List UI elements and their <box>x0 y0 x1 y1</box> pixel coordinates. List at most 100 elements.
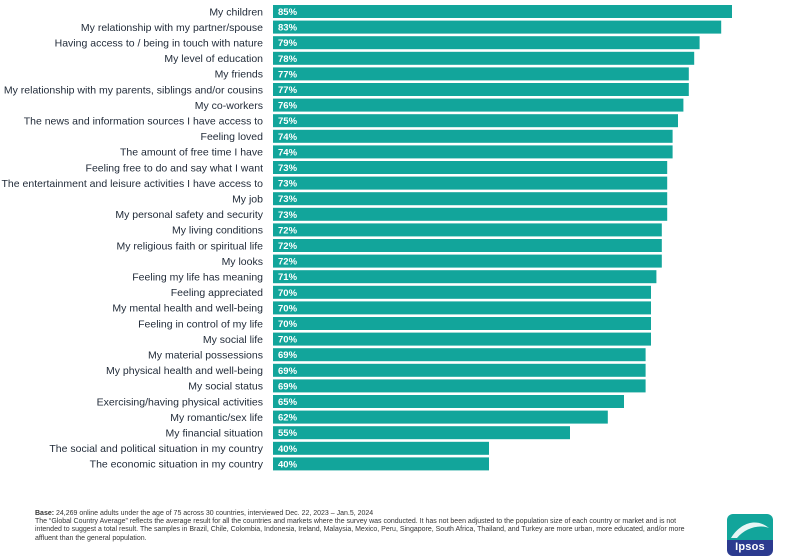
value-label: 71% <box>278 272 298 283</box>
category-label: Feeling free to do and say what I want <box>86 162 264 174</box>
value-label: 65% <box>278 397 298 408</box>
category-label: My co-workers <box>195 100 263 112</box>
bar <box>273 239 662 252</box>
category-label: My financial situation <box>166 428 264 440</box>
bar <box>273 426 570 440</box>
bar <box>273 51 695 65</box>
category-label: My relationship with my parents, sibling… <box>4 84 263 96</box>
bar <box>273 20 722 34</box>
bar <box>273 98 684 112</box>
category-label: My mental health and well-being <box>112 303 263 315</box>
footnote-base: 24,269 online adults under the age of 75… <box>54 510 374 517</box>
logo-text: Ipsos <box>735 541 765 553</box>
logo-bottom-band <box>727 540 773 556</box>
bar <box>273 410 608 424</box>
value-label: 55% <box>278 428 298 439</box>
category-label: Having access to / being in touch with n… <box>55 38 264 50</box>
value-label: 69% <box>278 366 298 377</box>
value-label: 72% <box>278 257 298 268</box>
value-label: 75% <box>278 116 298 127</box>
bar <box>273 145 673 159</box>
value-label: 70% <box>278 288 298 299</box>
value-label: 74% <box>278 147 298 158</box>
value-label: 69% <box>278 350 298 361</box>
category-label: My social life <box>203 334 263 346</box>
bar <box>273 441 489 455</box>
category-label: My children <box>209 6 263 18</box>
category-label: My living conditions <box>172 225 263 237</box>
value-label: 40% <box>278 444 298 455</box>
bar <box>273 301 651 315</box>
bar <box>273 317 651 330</box>
category-label: Feeling in control of my life <box>138 318 263 330</box>
bar <box>273 176 668 190</box>
value-label: 72% <box>278 225 298 236</box>
value-label: 77% <box>278 69 298 80</box>
value-label: 70% <box>278 303 298 314</box>
category-label: My religious faith or spiritual life <box>117 240 264 252</box>
footnote-lead: Base: <box>35 510 55 517</box>
category-label: My job <box>232 194 263 206</box>
category-label: My relationship with my partner/spouse <box>81 22 263 34</box>
value-label: 79% <box>278 38 298 49</box>
category-label: My level of education <box>164 53 263 65</box>
category-label: My physical health and well-being <box>106 365 263 377</box>
category-label: The entertainment and leisure activities… <box>2 178 264 190</box>
bar <box>273 332 651 346</box>
value-label: 62% <box>278 413 298 424</box>
bar <box>273 36 700 50</box>
category-label: Exercising/having physical activities <box>97 396 263 408</box>
category-label: My material possessions <box>148 350 263 362</box>
bar <box>273 270 657 284</box>
category-label: My romantic/sex life <box>170 412 263 424</box>
bar <box>273 348 646 362</box>
bar <box>273 379 646 393</box>
value-label: 72% <box>278 241 298 252</box>
category-label: My friends <box>215 69 263 81</box>
logo-swoosh <box>731 522 769 538</box>
category-label: Feeling loved <box>201 131 264 143</box>
bar-chart: My children 85% My relationship with my pa… <box>2 5 732 471</box>
category-label: My personal safety and security <box>115 209 263 221</box>
value-label: 40% <box>278 459 298 470</box>
category-label: Feeling my life has meaning <box>132 272 263 284</box>
bar <box>273 161 668 174</box>
bar <box>273 192 668 206</box>
bar <box>273 114 678 128</box>
bar <box>273 363 646 377</box>
value-label: 73% <box>278 210 298 221</box>
bar <box>273 395 624 408</box>
category-label: Feeling appreciated <box>171 287 263 299</box>
category-label: My looks <box>222 256 263 268</box>
value-label: 73% <box>278 163 298 174</box>
bar <box>273 5 732 18</box>
bar <box>273 223 662 237</box>
footnote: Base: 24,269 online adults under the age… <box>35 510 695 543</box>
bar <box>273 285 651 299</box>
value-label: 73% <box>278 194 298 205</box>
logo-graphic <box>727 514 773 556</box>
footnote-detail: The “Global Country Average” reflects th… <box>35 518 685 542</box>
value-label: 83% <box>278 23 298 34</box>
value-label: 76% <box>278 101 298 112</box>
bar <box>273 457 489 471</box>
value-label: 69% <box>278 381 298 392</box>
category-label: The social and political situation in my… <box>49 443 263 455</box>
value-label: 77% <box>278 85 298 96</box>
value-label: 74% <box>278 132 298 143</box>
value-label: 78% <box>278 54 298 65</box>
value-label: 73% <box>278 179 298 190</box>
value-label: 85% <box>278 7 298 18</box>
bar <box>273 129 673 143</box>
value-label: 70% <box>278 335 298 346</box>
value-label: 70% <box>278 319 298 330</box>
bar <box>273 207 668 221</box>
category-label: The economic situation in my country <box>90 459 264 471</box>
bar <box>273 254 662 268</box>
category-label: My social status <box>188 381 263 393</box>
category-label: The amount of free time I have <box>120 147 263 159</box>
bar <box>273 67 689 81</box>
bar <box>273 83 689 96</box>
category-label: The news and information sources I have … <box>24 116 263 128</box>
ipsos-logo: Ipsos <box>727 514 773 556</box>
